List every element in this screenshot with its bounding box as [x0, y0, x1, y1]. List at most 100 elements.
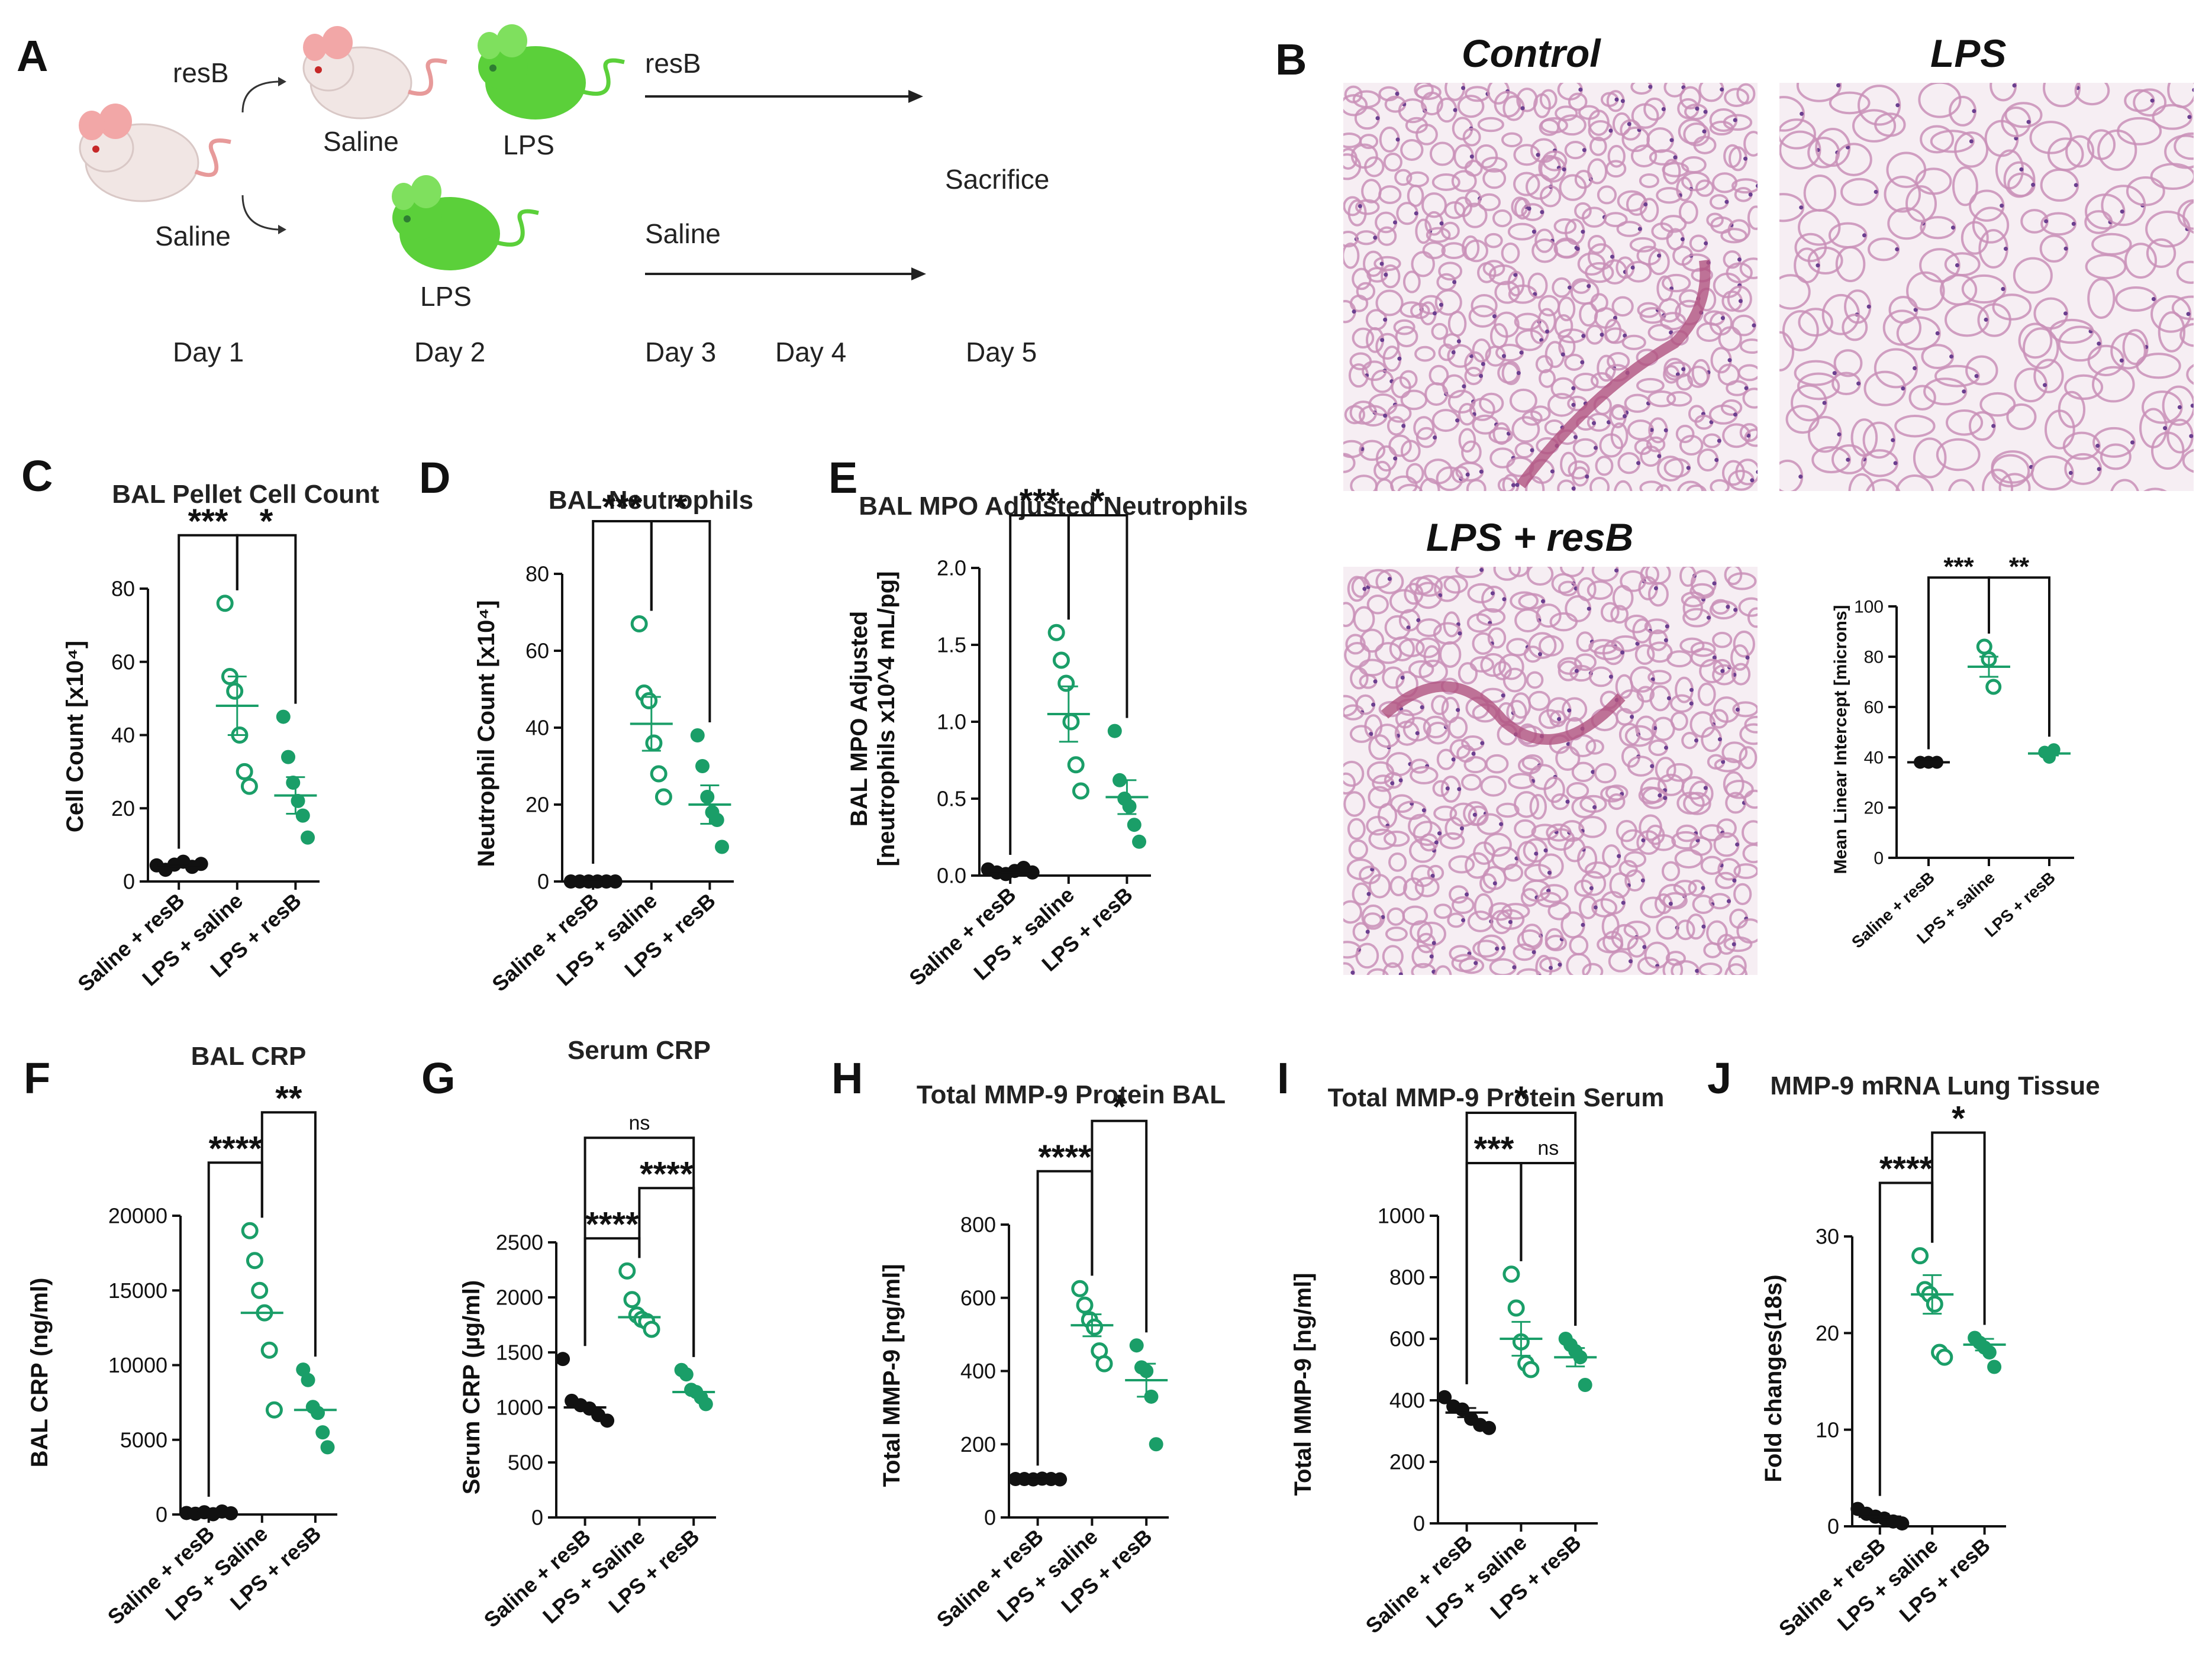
alveolus-mark [1945, 302, 1989, 337]
alveolus-mark [1965, 355, 1998, 386]
nucleus-mark [1455, 418, 1460, 423]
nucleus-mark [2063, 311, 2068, 316]
airway-mark [1516, 259, 1711, 489]
alveolus-mark [1343, 772, 1356, 795]
alveolus-mark [1589, 136, 1607, 156]
data-point [1149, 1437, 1163, 1452]
nucleus-mark [1640, 878, 1645, 883]
alveolus-mark [1716, 818, 1737, 838]
nucleus-mark [1726, 899, 1731, 903]
alveolus-mark [1536, 892, 1562, 908]
nucleus-mark [1421, 808, 1426, 813]
alveolus-mark [1465, 852, 1491, 879]
alveolus-mark [1581, 871, 1607, 896]
alveolus-mark [1434, 965, 1452, 975]
alveolus-mark [1525, 476, 1545, 491]
nucleus-mark [2119, 358, 2124, 363]
significance-label: *** [1474, 1130, 1514, 1168]
data-point-open [1522, 1361, 1540, 1378]
nucleus-mark [1362, 586, 1367, 591]
nucleus-mark [1433, 435, 1437, 440]
nucleus-mark [1571, 402, 1576, 407]
nucleus-mark [1991, 424, 1996, 428]
alveolus-mark [2158, 311, 2186, 353]
alveolus-mark [1724, 963, 1748, 975]
panel-letter-h: H [831, 1054, 863, 1103]
data-point [1437, 1390, 1452, 1404]
data-point [556, 1352, 570, 1367]
nucleus-mark [1836, 83, 1841, 88]
nucleus-mark [1462, 384, 1466, 389]
alveolus-mark [1718, 326, 1742, 351]
nucleus-mark [1352, 309, 1356, 314]
alveolus-mark [1482, 168, 1507, 189]
alveolus-mark [1602, 931, 1623, 953]
alveolus-mark [1498, 653, 1524, 680]
alveolus-mark [1677, 480, 1704, 491]
nucleus-mark [1562, 167, 1566, 172]
alveolus-mark [1543, 776, 1565, 803]
nucleus-mark [1560, 352, 1565, 357]
alveolus-mark [1884, 175, 1921, 213]
significance-label: **** [1038, 1138, 1092, 1177]
nucleus-mark [1704, 241, 1708, 246]
significance-label: *** [602, 488, 643, 527]
alveolus-mark [1569, 734, 1597, 757]
significance-label: **** [585, 1205, 639, 1244]
alveolus-mark [1835, 143, 1872, 176]
alveolus-mark [1687, 366, 1710, 388]
alveolus-mark [1624, 725, 1654, 747]
nucleus-mark [1666, 696, 1671, 700]
panel-letter-g: G [421, 1054, 456, 1103]
alveolus-mark [1647, 390, 1676, 408]
nucleus-mark [1508, 920, 1513, 925]
alveolus-mark [1516, 968, 1542, 975]
alveolus-mark [1394, 169, 1413, 186]
nucleus-mark [1984, 317, 1988, 322]
alveolus-mark [1623, 851, 1647, 868]
panel-letter-b: B [1275, 35, 1307, 84]
alveolus-mark [1728, 955, 1747, 975]
alveolus-mark [1408, 813, 1433, 839]
alveolus-mark [1739, 257, 1758, 279]
data-point [320, 1440, 335, 1455]
data-point [1127, 818, 1142, 832]
alveolus-mark [1487, 627, 1507, 649]
nucleus-mark [1531, 950, 1536, 954]
nucleus-mark [1431, 941, 1436, 945]
nucleus-mark [1581, 230, 1585, 234]
alveolus-mark [1597, 185, 1617, 205]
data-point [1895, 1516, 1910, 1531]
nucleus-mark [1706, 615, 1711, 620]
alveolus-mark [1585, 739, 1604, 755]
alveolus-mark [1399, 370, 1418, 389]
nucleus-mark [1663, 638, 1668, 642]
alveolus-mark [1507, 270, 1525, 297]
arrow-resb-label: resB [645, 48, 701, 79]
chart-title: MMP-9 mRNA Lung Tissue [1770, 1071, 2100, 1100]
panel-letter-j: J [1707, 1054, 1732, 1103]
nucleus-mark [1949, 354, 1954, 359]
data-point [1129, 1338, 1144, 1353]
nucleus-mark [1703, 786, 1708, 790]
alveolus-mark [1595, 456, 1614, 476]
nucleus-mark [1439, 221, 1444, 226]
alveolus-mark [1634, 644, 1655, 665]
nucleus-mark [1571, 386, 1576, 390]
alveolus-mark [1906, 271, 1945, 311]
significance-label: **** [209, 1129, 263, 1168]
data-point [276, 709, 291, 724]
mouse-saline-icon [302, 26, 447, 120]
alveolus-mark [1723, 114, 1753, 131]
nucleus-mark [1480, 741, 1485, 745]
day-5-label: Day 5 [966, 337, 1037, 367]
alveolus-mark [1589, 476, 1610, 491]
panel-letter-e: E [828, 453, 858, 502]
alveolus-mark [1710, 479, 1730, 491]
nucleus-mark [1587, 284, 1591, 289]
alveolus-mark [1739, 746, 1758, 770]
alveolus-mark [1945, 409, 1984, 436]
alveolus-mark [1496, 802, 1520, 818]
alveolus-mark [1375, 289, 1404, 317]
alveolus-mark [1413, 416, 1435, 440]
